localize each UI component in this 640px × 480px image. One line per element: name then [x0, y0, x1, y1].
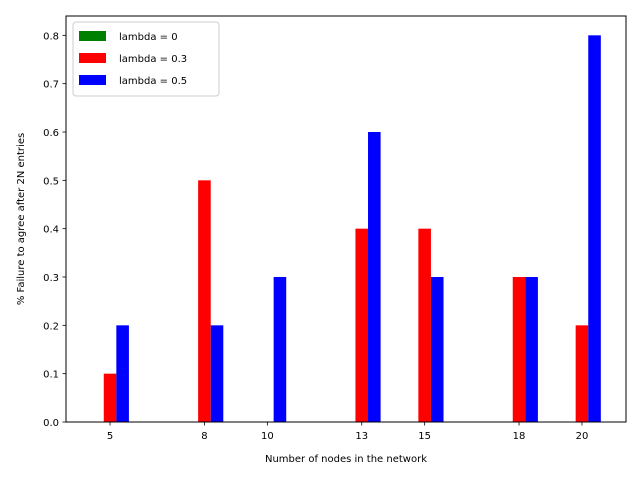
- bar: [273, 277, 287, 422]
- legend-label: lambda = 0.3: [119, 54, 187, 65]
- x-tick-label: 15: [418, 431, 431, 442]
- bar: [198, 180, 211, 422]
- legend: lambda = 0 lambda = 0.3 lambda = 0.5: [72, 21, 220, 97]
- bar: [116, 325, 129, 422]
- legend-frame: [72, 21, 220, 97]
- y-tick-label: 0.8: [43, 31, 59, 42]
- legend-swatch: [79, 53, 106, 63]
- bar: [525, 277, 538, 422]
- bar: [103, 373, 117, 422]
- legend-swatch: [79, 75, 106, 85]
- x-tick-label: 20: [576, 431, 589, 442]
- y-tick-label: 0.0: [43, 418, 59, 429]
- bar: [575, 325, 589, 422]
- legend-label: lambda = 0.5: [119, 76, 187, 87]
- y-tick-label: 0.1: [43, 370, 59, 381]
- bar: [588, 35, 601, 422]
- bar: [430, 277, 444, 422]
- axes-frame: [65, 15, 627, 423]
- bar: [512, 277, 526, 422]
- bar: [418, 228, 431, 422]
- y-axis-ticks: 0.0 0.1 0.2 0.3 0.4 0.5 0.6 0.7 0.8: [43, 31, 66, 429]
- x-tick-label: 10: [261, 431, 274, 442]
- legend-swatch: [79, 31, 106, 41]
- x-tick-label: 18: [513, 431, 526, 442]
- bar: [355, 228, 369, 422]
- x-tick-label: 5: [107, 431, 113, 442]
- y-tick-label: 0.3: [43, 273, 59, 284]
- x-axis-label: Number of nodes in the network: [265, 454, 427, 465]
- y-tick-label: 0.2: [43, 321, 59, 332]
- y-tick-label: 0.7: [43, 80, 59, 91]
- y-tick-label: 0.5: [43, 176, 59, 187]
- y-tick-label: 0.4: [43, 225, 59, 236]
- x-tick-label: 13: [355, 431, 368, 442]
- y-tick-label: 0.6: [43, 128, 59, 139]
- legend-label: lambda = 0: [119, 32, 178, 43]
- x-tick-label: 8: [201, 431, 207, 442]
- bar: [368, 132, 381, 422]
- x-axis-ticks: 5 8 10 13 15 18 20: [107, 422, 588, 442]
- bars-layer: [103, 35, 601, 422]
- bar: [210, 325, 224, 422]
- y-axis-label: % Failure to agree after 2N entries: [16, 133, 27, 305]
